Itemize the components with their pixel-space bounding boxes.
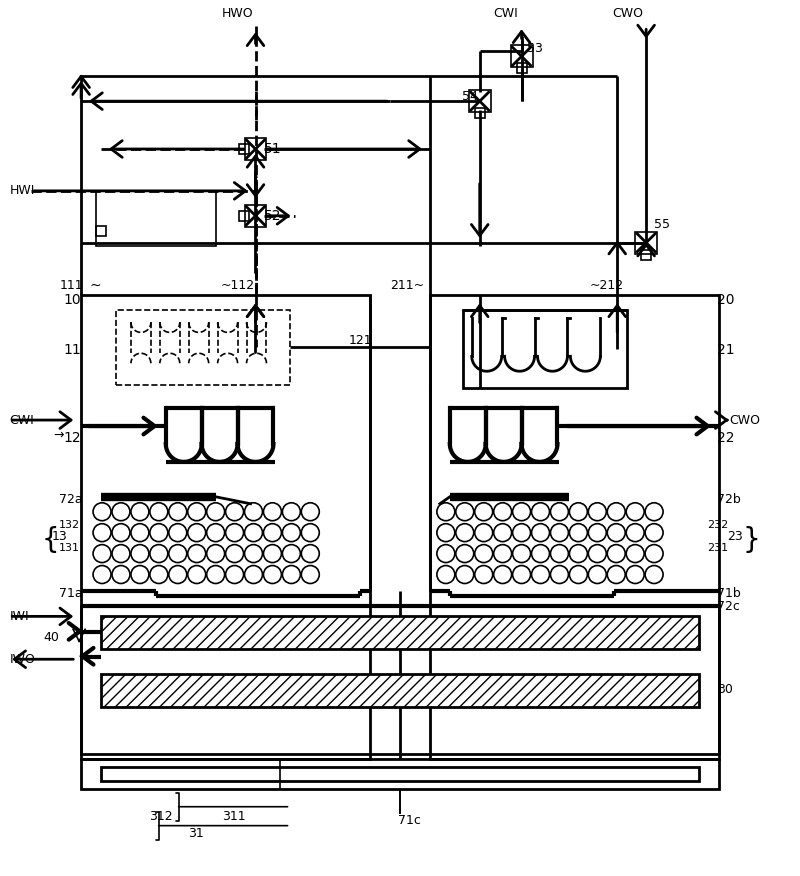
Text: 72c: 72c bbox=[717, 600, 740, 613]
Bar bbox=[101, 675, 699, 707]
Text: 23: 23 bbox=[727, 530, 742, 543]
Text: CWI: CWI bbox=[494, 7, 518, 20]
Text: 71c: 71c bbox=[398, 814, 421, 827]
Bar bbox=[116, 310, 290, 385]
Text: ~112: ~112 bbox=[221, 279, 254, 292]
Text: 72b: 72b bbox=[717, 493, 741, 506]
Bar bbox=[96, 191, 216, 245]
Text: 111: 111 bbox=[59, 279, 83, 292]
Text: 31: 31 bbox=[188, 827, 203, 840]
Text: 55: 55 bbox=[654, 218, 670, 231]
Text: HWI: HWI bbox=[10, 184, 34, 197]
Text: 13: 13 bbox=[51, 530, 67, 543]
Text: 232: 232 bbox=[707, 519, 728, 530]
Text: CWI: CWI bbox=[10, 413, 34, 427]
Text: 71b: 71b bbox=[717, 587, 741, 600]
Text: }: } bbox=[743, 526, 761, 554]
Text: 10: 10 bbox=[63, 293, 81, 307]
Text: 131: 131 bbox=[59, 542, 80, 553]
Text: {: { bbox=[42, 526, 59, 554]
Text: 22: 22 bbox=[717, 431, 734, 445]
Text: 211~: 211~ bbox=[390, 279, 424, 292]
Bar bbox=[641, 250, 651, 259]
Bar bbox=[474, 108, 485, 118]
Text: 30: 30 bbox=[717, 682, 733, 696]
Bar bbox=[238, 211, 249, 221]
Text: 311: 311 bbox=[222, 810, 246, 823]
Text: ~: ~ bbox=[89, 279, 101, 293]
Text: 40: 40 bbox=[43, 631, 59, 644]
Bar bbox=[469, 90, 490, 112]
Text: 231: 231 bbox=[707, 542, 728, 553]
Text: ~212: ~212 bbox=[590, 279, 623, 292]
Bar bbox=[101, 617, 699, 649]
Bar bbox=[462, 310, 627, 388]
Text: 52: 52 bbox=[263, 208, 281, 223]
Bar bbox=[245, 138, 266, 160]
Text: 53: 53 bbox=[526, 42, 542, 55]
Text: 121: 121 bbox=[348, 334, 372, 347]
Bar bbox=[81, 606, 719, 754]
Text: CWO: CWO bbox=[729, 413, 760, 427]
Text: 20: 20 bbox=[717, 293, 734, 307]
Bar bbox=[510, 46, 533, 67]
Bar bbox=[101, 766, 699, 781]
Text: →: → bbox=[54, 428, 64, 442]
Text: CWO: CWO bbox=[613, 7, 644, 20]
Bar bbox=[238, 144, 249, 154]
Text: 54: 54 bbox=[462, 89, 478, 102]
Bar bbox=[430, 295, 719, 759]
Text: HWO: HWO bbox=[222, 7, 254, 20]
Bar bbox=[245, 205, 266, 227]
Text: 312: 312 bbox=[149, 810, 173, 823]
Text: 71a: 71a bbox=[59, 587, 83, 600]
Bar bbox=[96, 226, 106, 236]
Text: IWI: IWI bbox=[10, 610, 29, 623]
Bar bbox=[517, 63, 526, 74]
Bar bbox=[635, 232, 657, 254]
Text: 132: 132 bbox=[59, 519, 80, 530]
Text: 21: 21 bbox=[717, 343, 734, 357]
Text: 51: 51 bbox=[263, 142, 281, 156]
Text: 11: 11 bbox=[63, 343, 81, 357]
Bar bbox=[81, 295, 370, 759]
Bar bbox=[81, 759, 719, 788]
Text: 72a: 72a bbox=[59, 493, 83, 506]
Text: 12: 12 bbox=[63, 431, 81, 445]
Text: IWO: IWO bbox=[10, 653, 35, 666]
